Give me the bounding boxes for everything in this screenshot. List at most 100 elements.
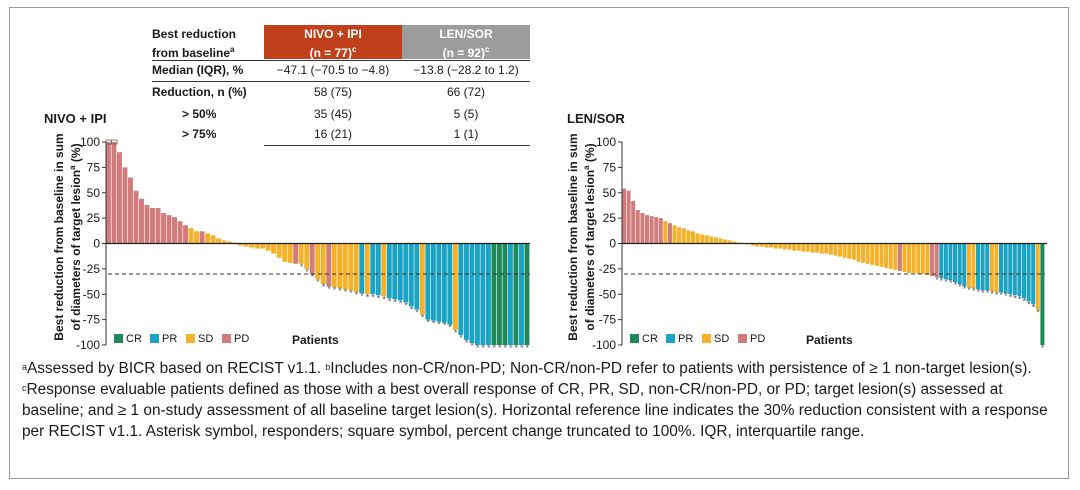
bar-sd	[221, 240, 227, 244]
bar-sd	[690, 231, 695, 244]
responder-asterisk: *	[1032, 302, 1036, 312]
responder-asterisk: *	[963, 284, 967, 294]
bar-sd	[893, 243, 898, 270]
len-header-sup: c	[484, 45, 490, 54]
y-tick-label: 75	[603, 160, 617, 174]
y-tick-label: 25	[87, 211, 101, 225]
responder-asterisk: *	[492, 343, 496, 353]
footnote-a-sup: a	[22, 362, 28, 372]
bar-pr	[1026, 243, 1031, 302]
bar-pr	[469, 243, 475, 343]
legend-label-cr: CR	[642, 333, 658, 345]
bar-sd	[243, 243, 249, 247]
bar-sd	[331, 243, 337, 288]
responder-asterisk: *	[1018, 294, 1022, 304]
bar-sd	[709, 236, 714, 244]
legend-swatch-pr	[150, 334, 159, 343]
bar-sd	[861, 243, 866, 263]
responder-asterisk: *	[958, 282, 962, 292]
bar-sd	[663, 221, 668, 244]
bar-sd	[686, 230, 691, 244]
legend-label-sd: SD	[714, 333, 729, 345]
legend-swatch-cr	[630, 334, 639, 343]
bar-sd	[810, 243, 815, 253]
bar-pr	[507, 243, 513, 345]
bar-pr	[1017, 243, 1022, 297]
bar-pr	[943, 243, 948, 280]
bar-sd	[452, 243, 458, 330]
bar-pr	[425, 243, 431, 320]
legend-swatch-sd	[186, 334, 195, 343]
responder-asterisk: *	[360, 291, 364, 301]
responder-asterisk: *	[503, 343, 507, 353]
bar-pr	[403, 243, 409, 303]
waterfall-chart-len-sor: * * * * * * * * * * * * * * * * * * * * * ***1007550250-25-50…	[592, 135, 1047, 353]
y-tick-label: -100	[76, 338, 100, 352]
table-row-gt75: > 75% 16 (21) 1 (1)	[152, 124, 530, 145]
bar-sd	[282, 243, 288, 262]
bar-pr	[948, 243, 953, 281]
bar-pd	[122, 167, 128, 244]
table-row-gt50: > 50% 35 (45) 5 (5)	[152, 104, 530, 125]
responder-asterisk: *	[415, 307, 419, 317]
bar-sd	[205, 233, 211, 244]
bar-sd	[989, 243, 994, 292]
row-len-value: 1 (1)	[453, 127, 479, 141]
bar-sd	[805, 243, 810, 252]
y-tick-label: -75	[83, 313, 101, 327]
row-label: > 50%	[182, 107, 217, 121]
bar-pr	[375, 243, 381, 296]
legend-label-pd: PD	[750, 333, 765, 345]
bar-sd	[260, 243, 266, 249]
y-tick-label: -25	[599, 262, 617, 276]
bar-sd	[911, 243, 916, 273]
footnote-c-text: Response evaluable patients defined as t…	[22, 381, 1048, 440]
bar-pd	[635, 210, 640, 244]
bar-sd	[773, 243, 778, 249]
bar-pr	[1022, 243, 1027, 299]
bar-pd	[161, 213, 166, 244]
bar-pr	[999, 243, 1004, 293]
responder-asterisk: *	[1023, 296, 1027, 306]
header-label: Best reduction from baselinea	[152, 25, 262, 61]
bar-sd	[815, 243, 820, 253]
bar-pr	[436, 243, 442, 322]
bar-sd	[971, 243, 976, 289]
bar-pd	[326, 243, 332, 287]
row-label: > 75%	[182, 127, 217, 141]
bar-pd	[155, 207, 161, 244]
bar-pd	[293, 243, 299, 264]
row-nivo-value: 58 (75)	[313, 85, 353, 99]
bar-pr	[414, 243, 420, 310]
responder-asterisk: *	[316, 277, 320, 287]
responder-asterisk: *	[465, 338, 469, 348]
y-tick-label: -50	[599, 287, 617, 301]
header-label-line2: from baselinea	[152, 42, 262, 61]
legend-swatch-pd	[222, 334, 231, 343]
bar-pd	[117, 152, 122, 244]
row-nivo-value: 35 (45)	[313, 107, 353, 121]
bar-pr	[1012, 243, 1017, 296]
bar-sd	[723, 239, 728, 244]
bar-cr	[496, 243, 502, 345]
y-tick-label: 0	[93, 237, 100, 251]
row-len-value: 5 (5)	[453, 107, 479, 121]
bar-sd	[677, 227, 682, 244]
bar-sd	[348, 243, 354, 291]
bar-pd	[640, 213, 645, 244]
responder-asterisk: *	[344, 287, 348, 297]
bar-sd	[874, 243, 879, 266]
bar-cr	[491, 243, 497, 345]
row-label: Reduction, n (%)	[152, 85, 247, 99]
bar-pr	[1008, 243, 1013, 295]
bar-sd	[704, 235, 709, 244]
right-panel-title: LEN/SOR	[567, 111, 625, 126]
bar-sd	[769, 243, 774, 248]
bar-sd	[916, 243, 921, 274]
bar-pd	[106, 142, 111, 244]
bar-pd	[177, 221, 183, 244]
bar-sd	[759, 243, 764, 247]
bar-pd	[897, 243, 902, 271]
responder-asterisk: *	[525, 343, 529, 353]
bar-pr	[480, 243, 486, 345]
